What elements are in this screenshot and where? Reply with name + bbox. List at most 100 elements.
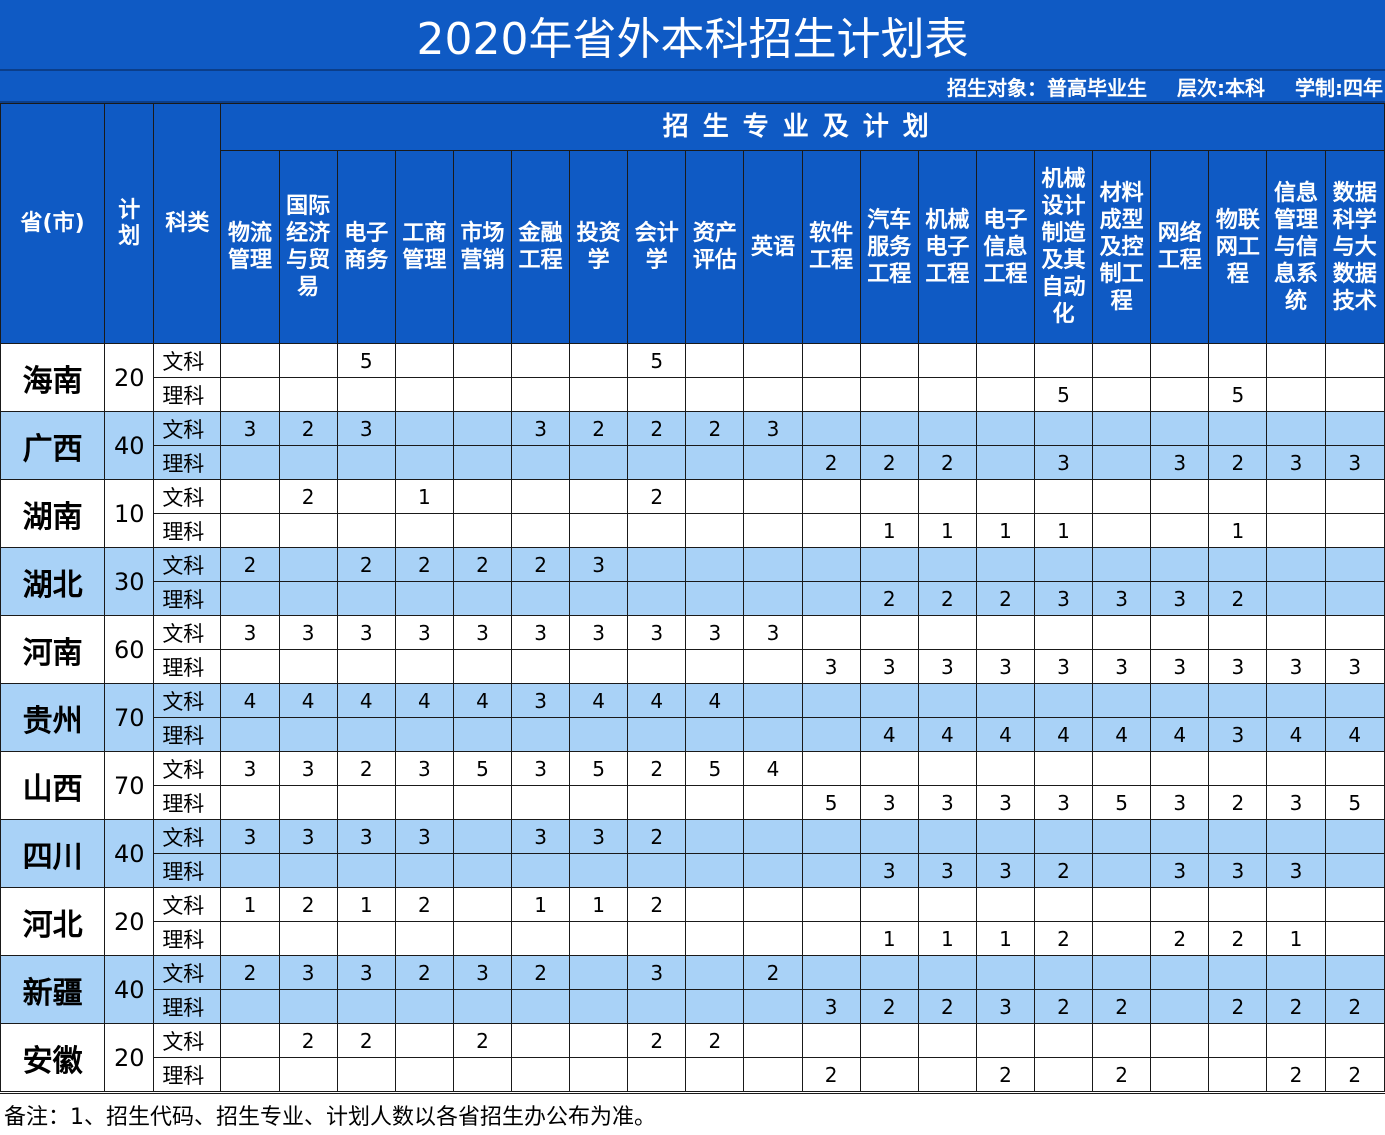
quota-cell [1266,615,1326,650]
quota-cell: 3 [1324,445,1385,480]
quota-cell: 5 [1092,785,1152,820]
quota-cell: 2 [220,955,280,990]
quota-cell: 3 [801,649,861,684]
quota-cell [336,377,396,412]
table-row: 理科 5 3 3 3 3 5 3 2 3 5 [0,785,1385,820]
quota-cell [569,1023,629,1058]
header-major-label: 工商 管理 [402,221,447,273]
quota-cell: 2 [278,411,338,446]
quota-cell [859,479,919,514]
quota-cell: 3 [278,955,338,990]
quota-cell [278,853,338,888]
quota-cell [859,683,919,718]
quota-cell: 2 [1208,581,1268,616]
quota-cell: 4 [278,683,338,718]
header-major: 信息 管理 与信 息系 统 [1266,150,1326,344]
quota-cell [685,581,745,616]
quota-cell [685,717,745,752]
subject-type-cell: 文科 [153,751,222,786]
quota-cell [452,1057,513,1092]
quota-cell [627,989,687,1024]
quota-cell [1266,547,1326,582]
footnote: 备注：1、招生代码、招生专业、计划人数以各省招生办公布为准。 [0,1093,1385,1135]
quota-cell [394,921,454,956]
quota-cell [336,581,396,616]
table-row: 湖北 30 文科 2 2 2 2 2 3 [0,547,1385,616]
quota-cell: 3 [627,615,687,650]
quota-cell [1033,1023,1094,1058]
quota-cell: 3 [1092,649,1152,684]
quota-cell [1266,343,1326,378]
quota-cell [1150,343,1210,378]
header-plan: 计 划 [104,103,155,344]
quota-cell [1033,1057,1094,1092]
quota-cell: 3 [569,547,629,582]
quota-cell [394,343,454,378]
quota-cell [801,377,861,412]
quota-cell [1092,377,1152,412]
quota-cell: 3 [1208,649,1268,684]
quota-cell [801,1023,861,1058]
quota-cell [1092,513,1152,548]
quota-cell [743,377,803,412]
province-cell: 河北 [0,887,106,956]
table-row: 海南 20 文科 5 5 [0,343,1385,412]
quota-cell: 3 [336,411,396,446]
table-row: 广西 40 文科 3 2 3 3 2 2 2 3 [0,411,1385,480]
quota-cell [1208,479,1268,514]
quota-cell [452,513,513,548]
quota-cell: 2 [336,547,396,582]
subject-type-cell: 文科 [153,615,222,650]
subject-type-cell: 理科 [153,445,222,480]
quota-cell [1033,615,1094,650]
header-major: 软件 工程 [801,150,861,344]
table-row: 理科 5 5 [0,377,1385,412]
quota-cell [1266,955,1326,990]
quota-cell: 4 [394,683,454,718]
quota-cell [336,921,396,956]
header-major-label: 机械 电子 工程 [925,207,970,287]
quota-cell [859,377,919,412]
quota-cell: 4 [452,683,513,718]
quota-cell: 2 [1208,921,1268,956]
quota-cell: 3 [220,751,280,786]
quota-cell [452,717,513,752]
quota-cell [452,343,513,378]
quota-cell [1324,751,1385,786]
table-row: 理科 1 1 1 2 2 2 1 [0,921,1385,956]
header-type: 科类 [153,103,222,344]
quota-cell [452,887,513,922]
quota-cell: 4 [743,751,803,786]
quota-cell: 3 [1208,717,1268,752]
quota-cell: 3 [220,615,280,650]
quota-cell: 3 [1092,581,1152,616]
quota-cell: 2 [1324,989,1385,1024]
quota-cell [917,377,977,412]
province-cell: 山西 [0,751,106,820]
table-row: 贵州 70 文科 4 4 4 4 4 3 4 4 4 [0,683,1385,752]
quota-cell [1208,819,1268,854]
quota-cell [394,377,454,412]
quota-cell: 3 [859,785,919,820]
header-major: 材料 成型 及控 制工 程 [1092,150,1152,344]
quota-cell [801,921,861,956]
quota-cell [394,1023,454,1058]
quota-cell [1092,955,1152,990]
quota-cell [1266,377,1326,412]
quota-cell: 3 [1266,853,1326,888]
subject-type-cell: 理科 [153,581,222,616]
quota-cell [1150,683,1210,718]
header-major: 国际 经济 与贸 易 [278,150,338,344]
quota-cell [1208,1057,1268,1092]
header-major-label: 物流 管理 [228,221,273,273]
quota-cell [394,649,454,684]
quota-cell [975,955,1035,990]
quota-cell [685,445,745,480]
quota-cell: 1 [569,887,629,922]
quota-cell: 2 [1208,989,1268,1024]
quota-cell: 2 [627,819,687,854]
quota-cell [569,581,629,616]
header-major-label: 材料 成型 及控 制工 程 [1099,180,1144,314]
quota-cell [1266,513,1326,548]
quota-cell: 5 [1208,377,1268,412]
